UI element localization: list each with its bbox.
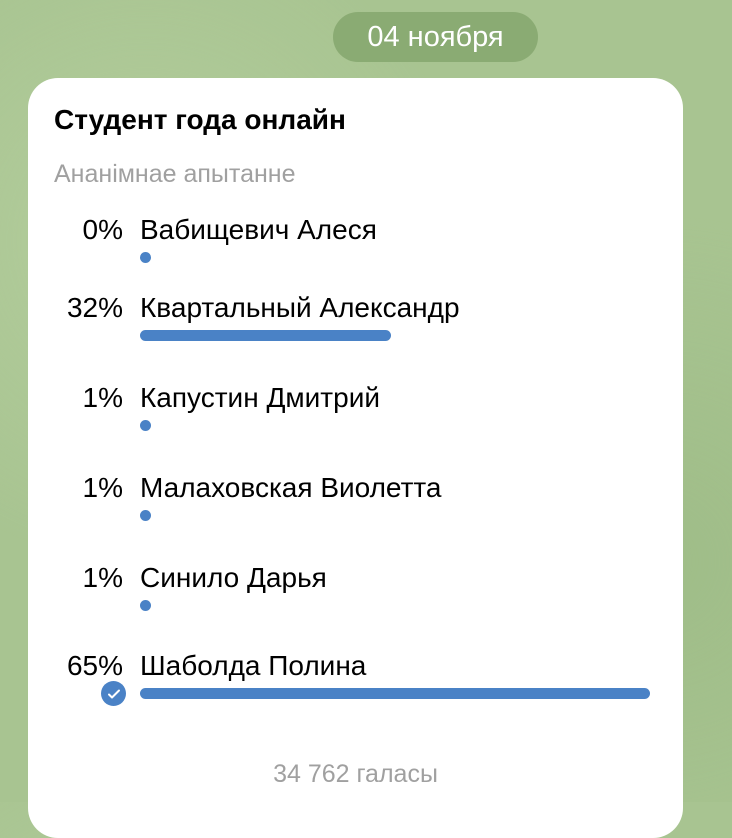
option-name: Квартальный Александр	[140, 292, 460, 323]
poll-type: Ананімнае апытанне	[54, 160, 296, 188]
check-icon	[101, 681, 126, 706]
poll-title: Студент года онлайн	[54, 104, 346, 135]
poll-option[interactable]: 1% Синило Дарья	[28, 562, 683, 642]
poll-message: Студент года онлайн Ананімнае апытанне 0…	[28, 78, 683, 838]
option-percent: 1%	[82, 472, 123, 503]
total-votes[interactable]: 34 762 галасы	[273, 760, 438, 788]
option-bar	[140, 330, 392, 341]
option-name: Синило Дарья	[140, 562, 327, 593]
option-percent: 32%	[66, 292, 123, 323]
option-name: Вабищевич Алеся	[140, 214, 377, 245]
poll-option[interactable]: 65% Шаболда Полина	[28, 650, 683, 730]
date-badge: 04 ноября	[333, 12, 538, 62]
poll-option[interactable]: 1% Малаховская Виолетта	[28, 472, 683, 552]
option-name: Шаболда Полина	[140, 650, 367, 681]
option-bar	[140, 510, 151, 521]
option-bar	[140, 420, 151, 431]
option-name: Малаховская Виолетта	[140, 472, 442, 503]
poll-option[interactable]: 1% Капустин Дмитрий	[28, 382, 683, 462]
option-bar	[140, 252, 151, 263]
option-bar	[140, 688, 650, 699]
poll-option[interactable]: 32% Квартальный Александр	[28, 292, 683, 372]
poll-option[interactable]: 0% Вабищевич Алеся	[28, 214, 683, 294]
option-percent: 1%	[82, 382, 123, 413]
option-bar	[140, 600, 151, 611]
option-name: Капустин Дмитрий	[140, 382, 380, 413]
option-percent: 0%	[82, 214, 123, 245]
option-percent: 1%	[82, 562, 123, 593]
option-percent: 65%	[66, 650, 123, 681]
